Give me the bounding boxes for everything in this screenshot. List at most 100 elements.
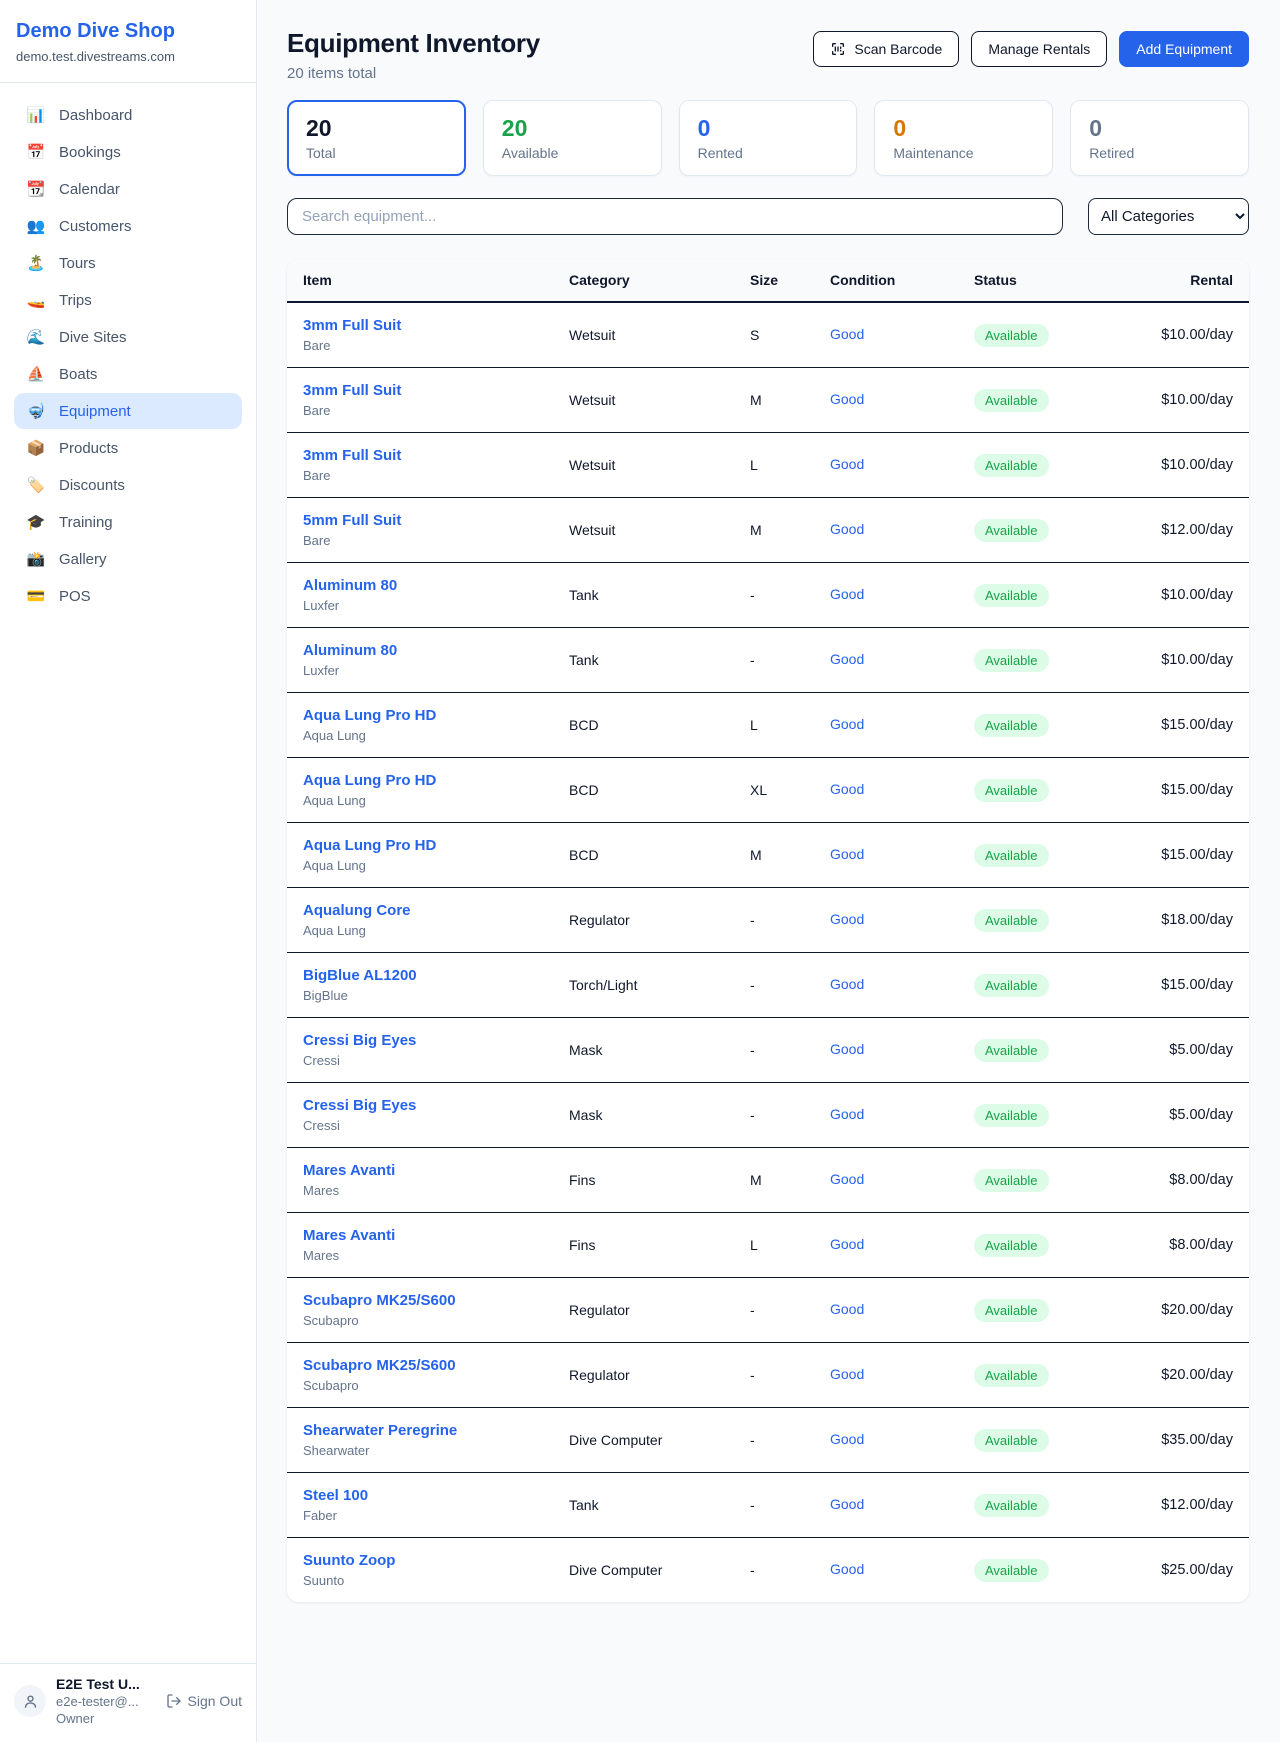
condition-link[interactable]: Good bbox=[830, 1171, 864, 1187]
item-name-link[interactable]: Shearwater Peregrine bbox=[303, 1422, 457, 1439]
status-badge: Available bbox=[974, 1429, 1049, 1452]
sidebar-header: Demo Dive Shop demo.test.divestreams.com bbox=[0, 0, 256, 83]
search-input[interactable] bbox=[287, 198, 1063, 235]
sidebar-item-discounts[interactable]: 🏷️ Discounts bbox=[14, 467, 242, 503]
item-name-link[interactable]: 5mm Full Suit bbox=[303, 512, 401, 529]
item-name-link[interactable]: Aluminum 80 bbox=[303, 642, 397, 659]
stat-card-maintenance[interactable]: 0 Maintenance bbox=[874, 100, 1053, 176]
condition-link[interactable]: Good bbox=[830, 456, 864, 472]
condition-link[interactable]: Good bbox=[830, 1431, 864, 1447]
sidebar-item-label: Discounts bbox=[59, 477, 125, 494]
item-name-link[interactable]: Scubapro MK25/S600 bbox=[303, 1292, 456, 1309]
trips-icon: 🚤 bbox=[26, 291, 46, 309]
sidebar-item-boats[interactable]: ⛵ Boats bbox=[14, 356, 242, 392]
condition-link[interactable]: Good bbox=[830, 651, 864, 667]
stats-row: 20 Total 20 Available 0 Rented 0 Mainten… bbox=[287, 100, 1249, 176]
sidebar-item-bookings[interactable]: 📅 Bookings bbox=[14, 134, 242, 170]
stat-card-rented[interactable]: 0 Rented bbox=[679, 100, 858, 176]
condition-link[interactable]: Good bbox=[830, 1496, 864, 1512]
stat-card-total[interactable]: 20 Total bbox=[287, 100, 466, 176]
condition-link[interactable]: Good bbox=[830, 781, 864, 797]
cell-category: Mask bbox=[569, 1018, 750, 1083]
condition-link[interactable]: Good bbox=[830, 521, 864, 537]
item-name-link[interactable]: 3mm Full Suit bbox=[303, 447, 401, 464]
status-badge: Available bbox=[974, 389, 1049, 412]
sidebar-item-calendar[interactable]: 📆 Calendar bbox=[14, 171, 242, 207]
sidebar-item-dive-sites[interactable]: 🌊 Dive Sites bbox=[14, 319, 242, 355]
item-brand: Cressi bbox=[303, 1118, 561, 1133]
sidebar-item-pos[interactable]: 💳 POS bbox=[14, 578, 242, 614]
item-name-link[interactable]: Mares Avanti bbox=[303, 1162, 395, 1179]
condition-link[interactable]: Good bbox=[830, 1301, 864, 1317]
sign-out-button[interactable]: Sign Out bbox=[166, 1693, 242, 1709]
sidebar-item-dashboard[interactable]: 📊 Dashboard bbox=[14, 97, 242, 133]
cell-rental: $10.00/day bbox=[1089, 302, 1249, 368]
condition-link[interactable]: Good bbox=[830, 1041, 864, 1057]
sidebar-item-products[interactable]: 📦 Products bbox=[14, 430, 242, 466]
stat-value-total: 20 bbox=[306, 115, 447, 142]
sidebar-item-equipment[interactable]: 🤿 Equipment bbox=[14, 393, 242, 429]
sidebar-item-label: Products bbox=[59, 440, 118, 457]
add-equipment-button[interactable]: Add Equipment bbox=[1119, 31, 1249, 67]
item-name-link[interactable]: Suunto Zoop bbox=[303, 1552, 395, 1569]
condition-link[interactable]: Good bbox=[830, 976, 864, 992]
cell-size: - bbox=[750, 1018, 830, 1083]
stat-label-retired: Retired bbox=[1089, 145, 1230, 161]
item-name-link[interactable]: Mares Avanti bbox=[303, 1227, 395, 1244]
sidebar-item-trips[interactable]: 🚤 Trips bbox=[14, 282, 242, 318]
item-name-link[interactable]: Aqua Lung Pro HD bbox=[303, 837, 436, 854]
item-name-link[interactable]: Steel 100 bbox=[303, 1487, 368, 1504]
condition-link[interactable]: Good bbox=[830, 716, 864, 732]
cell-rental: $8.00/day bbox=[1089, 1148, 1249, 1213]
item-brand: Scubapro bbox=[303, 1378, 561, 1393]
main-content: Equipment Inventory 20 items total Scan … bbox=[257, 0, 1280, 1622]
condition-link[interactable]: Good bbox=[830, 1236, 864, 1252]
stat-card-retired[interactable]: 0 Retired bbox=[1070, 100, 1249, 176]
table-row: Aqua Lung Pro HD Aqua Lung BCD M Good Av… bbox=[287, 823, 1249, 888]
sidebar-item-customers[interactable]: 👥 Customers bbox=[14, 208, 242, 244]
condition-link[interactable]: Good bbox=[830, 1561, 864, 1577]
item-name-link[interactable]: Aqualung Core bbox=[303, 902, 411, 919]
sidebar-item-training[interactable]: 🎓 Training bbox=[14, 504, 242, 540]
condition-link[interactable]: Good bbox=[830, 1366, 864, 1382]
item-name-link[interactable]: 3mm Full Suit bbox=[303, 317, 401, 334]
item-name-link[interactable]: 3mm Full Suit bbox=[303, 382, 401, 399]
item-name-link[interactable]: Scubapro MK25/S600 bbox=[303, 1357, 456, 1374]
status-badge: Available bbox=[974, 454, 1049, 477]
sidebar-item-label: Dashboard bbox=[59, 107, 132, 124]
condition-link[interactable]: Good bbox=[830, 586, 864, 602]
table-row: Scubapro MK25/S600 Scubapro Regulator - … bbox=[287, 1343, 1249, 1408]
condition-link[interactable]: Good bbox=[830, 326, 864, 342]
table-row: Steel 100 Faber Tank - Good Available $1… bbox=[287, 1473, 1249, 1538]
cell-size: - bbox=[750, 628, 830, 693]
cell-size: - bbox=[750, 563, 830, 628]
manage-rentals-button[interactable]: Manage Rentals bbox=[971, 31, 1107, 67]
item-name-link[interactable]: BigBlue AL1200 bbox=[303, 967, 417, 984]
item-name-link[interactable]: Aqua Lung Pro HD bbox=[303, 707, 436, 724]
scan-barcode-button[interactable]: Scan Barcode bbox=[813, 31, 959, 67]
condition-link[interactable]: Good bbox=[830, 846, 864, 862]
column-header-condition: Condition bbox=[830, 259, 974, 302]
item-name-link[interactable]: Cressi Big Eyes bbox=[303, 1097, 416, 1114]
cell-size: - bbox=[750, 888, 830, 953]
cell-rental: $5.00/day bbox=[1089, 1018, 1249, 1083]
item-name-link[interactable]: Aqua Lung Pro HD bbox=[303, 772, 436, 789]
sidebar-item-tours[interactable]: 🏝️ Tours bbox=[14, 245, 242, 281]
sidebar-item-gallery[interactable]: 📸 Gallery bbox=[14, 541, 242, 577]
category-select[interactable]: All Categories bbox=[1088, 198, 1249, 235]
user-meta: E2E Test U... e2e-tester@... Owner bbox=[56, 1676, 156, 1726]
manage-rentals-label: Manage Rentals bbox=[988, 41, 1090, 57]
user-name: E2E Test U... bbox=[56, 1676, 156, 1692]
stat-card-available[interactable]: 20 Available bbox=[483, 100, 662, 176]
item-name-link[interactable]: Aluminum 80 bbox=[303, 577, 397, 594]
stat-value-rented: 0 bbox=[698, 115, 839, 142]
stat-label-available: Available bbox=[502, 145, 643, 161]
item-name-link[interactable]: Cressi Big Eyes bbox=[303, 1032, 416, 1049]
table-row: Shearwater Peregrine Shearwater Dive Com… bbox=[287, 1408, 1249, 1473]
condition-link[interactable]: Good bbox=[830, 1106, 864, 1122]
cell-category: Regulator bbox=[569, 1343, 750, 1408]
condition-link[interactable]: Good bbox=[830, 911, 864, 927]
filters-row: All Categories bbox=[287, 198, 1249, 235]
condition-link[interactable]: Good bbox=[830, 391, 864, 407]
cell-rental: $8.00/day bbox=[1089, 1213, 1249, 1278]
